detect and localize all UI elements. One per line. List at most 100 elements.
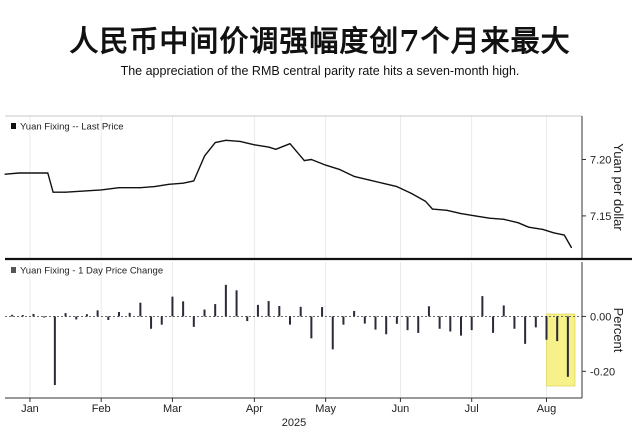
change-bar-7 <box>85 314 88 317</box>
change-bar-47 <box>513 316 516 329</box>
price-point-35 <box>474 215 476 217</box>
change-bar-44 <box>481 296 484 317</box>
change-bar-23 <box>256 304 259 317</box>
price-point-1 <box>18 172 20 174</box>
change-bar-28 <box>310 316 313 339</box>
x-axis-year: 2025 <box>282 417 306 429</box>
price-point-4 <box>52 191 54 193</box>
price-point-21 <box>289 143 291 145</box>
x-tick-label-4: May <box>315 403 336 415</box>
legend-change: Yuan Fixing - 1 Day Price Change <box>20 266 163 277</box>
price-point-11 <box>168 183 170 185</box>
top-panel: 7.15 7.20 <box>4 139 611 249</box>
change-bar-17 <box>192 316 195 327</box>
price-ytick-label-0: 7.15 <box>590 211 611 223</box>
x-tick-label-5: Jun <box>392 403 410 415</box>
price-point-25 <box>339 169 341 171</box>
change-bar-41 <box>449 316 452 332</box>
change-bar-39 <box>427 306 430 317</box>
change-bar-8 <box>96 310 99 317</box>
change-bar-42 <box>460 316 462 336</box>
price-point-9 <box>139 187 141 189</box>
change-bar-16 <box>182 301 185 317</box>
x-tick-label-2: Mar <box>163 403 182 415</box>
change-bar-37 <box>406 316 409 331</box>
change-bar-26 <box>289 316 291 325</box>
x-axis: Jan Feb Mar Apr May Jun Jul Aug <box>21 398 556 415</box>
price-point-13 <box>193 180 195 182</box>
price-point-42 <box>563 234 565 236</box>
change-bar-34 <box>374 316 377 330</box>
change-bar-19 <box>214 304 217 317</box>
grid-lines <box>29 116 547 398</box>
price-point-7 <box>100 189 102 191</box>
change-bar-15 <box>171 296 174 317</box>
price-point-33 <box>446 209 448 211</box>
legend-price: Yuan Fixing -- Last Price <box>20 122 124 133</box>
x-tick-label-1: Feb <box>92 403 111 415</box>
change-bar-11 <box>128 312 131 317</box>
change-bar-4 <box>53 316 56 386</box>
highlight-box <box>546 313 576 387</box>
price-point-2 <box>32 172 35 174</box>
price-point-0 <box>4 173 6 175</box>
change-bar-9 <box>107 316 110 320</box>
change-bar-51 <box>556 316 559 342</box>
bottom-panel: 0.00 -0.20 <box>5 284 615 386</box>
change-bar-33 <box>363 316 366 324</box>
price-point-43 <box>570 246 573 249</box>
change-bar-3 <box>43 316 46 318</box>
x-tick-label-7: Aug <box>537 403 557 415</box>
price-point-40 <box>542 228 544 231</box>
change-bar-12 <box>139 302 142 317</box>
price-point-16 <box>225 139 227 141</box>
change-bar-45 <box>492 316 495 333</box>
legend-marker-change <box>11 267 16 273</box>
legend-marker-price <box>11 123 16 129</box>
change-bar-2 <box>32 313 35 317</box>
price-point-22 <box>303 160 305 162</box>
change-ytick-label-0: 0.00 <box>590 311 611 323</box>
price-point-10 <box>154 185 156 188</box>
change-bar-24 <box>267 301 270 317</box>
price-point-17 <box>239 140 241 143</box>
change-bar-49 <box>534 316 537 328</box>
chart-title: 人民币中间价调强幅度创7个月来最大 <box>69 24 571 58</box>
price-point-8 <box>118 187 120 189</box>
price-point-31 <box>424 200 426 202</box>
price-point-28 <box>382 182 384 184</box>
price-point-26 <box>353 175 355 178</box>
price-point-39 <box>528 226 530 228</box>
price-point-30 <box>410 192 412 194</box>
price-point-6 <box>82 190 84 192</box>
price-point-27 <box>367 179 369 181</box>
change-bar-52 <box>566 316 569 377</box>
change-bar-13 <box>150 316 153 329</box>
change-bar-0 <box>11 314 14 317</box>
change-bar-35 <box>385 316 388 335</box>
price-point-5 <box>64 191 67 193</box>
change-bar-20 <box>224 284 227 317</box>
change-bar-31 <box>342 316 345 325</box>
price-point-24 <box>325 164 327 166</box>
y-axis-title-change: Percent <box>611 308 626 353</box>
change-bar-46 <box>502 305 505 317</box>
change-bar-38 <box>417 316 420 333</box>
price-line <box>4 139 573 248</box>
price-point-15 <box>214 141 216 144</box>
x-tick-label-3: Apr <box>246 403 263 415</box>
change-bar-5 <box>64 313 67 317</box>
change-bar-32 <box>353 310 356 317</box>
price-point-32 <box>431 208 434 210</box>
price-ytick-label-1: 7.20 <box>590 154 611 166</box>
change-bar-40 <box>438 316 441 329</box>
price-point-34 <box>460 213 462 215</box>
x-tick-label-6: Jul <box>465 403 479 415</box>
price-point-37 <box>503 218 505 220</box>
change-bar-22 <box>246 316 249 322</box>
change-bar-50 <box>545 316 548 340</box>
price-point-23 <box>310 158 312 161</box>
change-bar-21 <box>235 290 238 317</box>
change-bar-14 <box>160 316 163 325</box>
